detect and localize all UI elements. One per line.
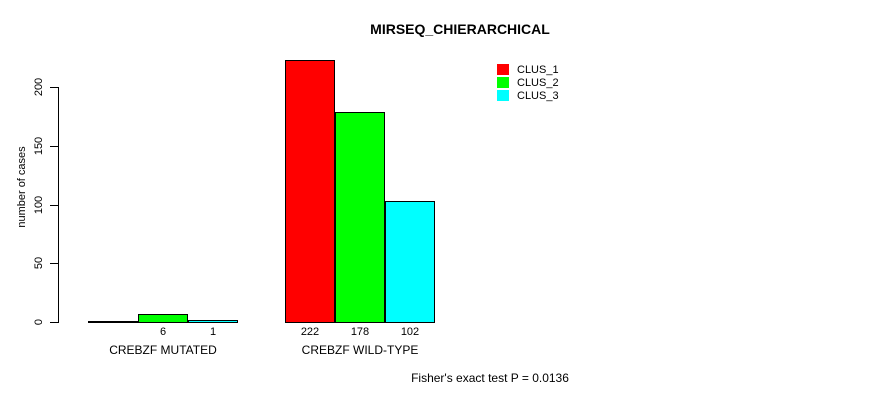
y-tick-mark (50, 205, 58, 206)
y-axis-line (58, 87, 59, 323)
chart-title: MIRSEQ_CHIERARCHICAL (370, 21, 550, 37)
bar-value-label: 222 (300, 326, 320, 338)
bar-value-label: 1 (209, 326, 217, 338)
group-label: CREBZF WILD-TYPE (301, 343, 419, 357)
y-tick-label: 100 (33, 195, 45, 215)
group-label: CREBZF MUTATED (109, 343, 217, 357)
bar-value-label: 6 (159, 326, 167, 338)
bar-clus_1-group1 (88, 321, 138, 323)
y-tick-label: 150 (33, 136, 45, 156)
bar-clus_2-group1 (138, 314, 188, 323)
bar-value-label: 178 (350, 326, 370, 338)
y-tick-mark (50, 87, 58, 88)
fisher-test-annotation: Fisher's exact test P = 0.0136 (411, 371, 569, 385)
y-axis-label: number of cases (16, 146, 28, 228)
y-tick-mark (50, 322, 58, 323)
bar-clus_3-group1 (188, 320, 238, 323)
y-tick-mark (50, 146, 58, 147)
legend-label: CLUS_2 (517, 76, 559, 89)
y-tick-label: 50 (33, 256, 45, 270)
y-tick-mark (50, 263, 58, 264)
bar-clus_3-group2 (385, 201, 435, 323)
bar-clus_1-group2 (285, 60, 335, 323)
bar-value-label: 102 (400, 326, 420, 338)
y-tick-label: 200 (33, 77, 45, 97)
legend: CLUS_1 CLUS_2 CLUS_3 (497, 63, 559, 102)
legend-row: CLUS_1 (497, 63, 559, 76)
legend-label: CLUS_3 (517, 89, 559, 102)
legend-row: CLUS_3 (497, 89, 559, 102)
legend-row: CLUS_2 (497, 76, 559, 89)
bar-clus_2-group2 (335, 112, 385, 323)
legend-swatch-clus_2 (497, 77, 509, 88)
legend-swatch-clus_3 (497, 90, 509, 101)
legend-label: CLUS_1 (517, 63, 559, 76)
y-tick-label: 0 (33, 318, 45, 326)
legend-swatch-clus_1 (497, 64, 509, 75)
